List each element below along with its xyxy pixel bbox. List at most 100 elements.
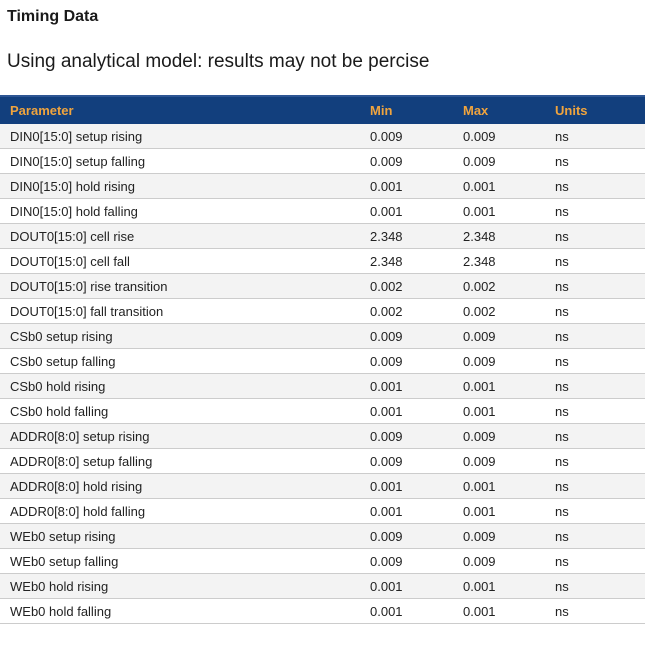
column-header-min: Min: [360, 95, 453, 124]
max-cell: 0.009: [453, 448, 545, 474]
report-header: Timing Data Using analytical model: resu…: [0, 8, 650, 73]
parameter-cell: DOUT0[15:0] rise transition: [0, 273, 360, 299]
min-cell: 0.009: [360, 323, 453, 349]
min-cell: 0.009: [360, 148, 453, 174]
table-row: CSb0 setup falling 0.009 0.009 ns: [0, 348, 645, 374]
table-row: WEb0 hold falling 0.001 0.001 ns: [0, 598, 645, 624]
page-subtitle: Using analytical model: results may not …: [7, 51, 430, 72]
table-row: WEb0 setup falling 0.009 0.009 ns: [0, 548, 645, 574]
table-row: WEb0 hold rising 0.001 0.001 ns: [0, 573, 645, 599]
column-header-parameter: Parameter: [0, 95, 360, 124]
parameter-cell: DIN0[15:0] setup rising: [0, 124, 360, 149]
units-cell: ns: [545, 148, 645, 174]
max-cell: 0.009: [453, 348, 545, 374]
table-row: DIN0[15:0] setup rising 0.009 0.009 ns: [0, 124, 645, 149]
max-cell: 0.002: [453, 298, 545, 324]
min-cell: 0.009: [360, 124, 453, 149]
table-row: ADDR0[8:0] setup rising 0.009 0.009 ns: [0, 423, 645, 449]
parameter-cell: CSb0 hold falling: [0, 398, 360, 424]
units-cell: ns: [545, 473, 645, 499]
units-cell: ns: [545, 298, 645, 324]
parameter-cell: CSb0 hold rising: [0, 373, 360, 399]
max-cell: 0.001: [453, 473, 545, 499]
min-cell: 0.001: [360, 173, 453, 199]
max-cell: 2.348: [453, 248, 545, 274]
units-cell: ns: [545, 523, 645, 549]
max-cell: 0.001: [453, 573, 545, 599]
min-cell: 0.001: [360, 498, 453, 524]
min-cell: 0.002: [360, 298, 453, 324]
max-cell: 0.001: [453, 198, 545, 224]
min-cell: 0.001: [360, 398, 453, 424]
max-cell: 0.009: [453, 148, 545, 174]
min-cell: 0.002: [360, 273, 453, 299]
min-cell: 0.009: [360, 548, 453, 574]
parameter-cell: CSb0 setup rising: [0, 323, 360, 349]
timing-data-table: Parameter Min Max Units DIN0[15:0] setup…: [0, 95, 645, 624]
units-cell: ns: [545, 173, 645, 199]
min-cell: 2.348: [360, 248, 453, 274]
units-cell: ns: [545, 273, 645, 299]
max-cell: 0.001: [453, 398, 545, 424]
max-cell: 0.009: [453, 124, 545, 149]
min-cell: 2.348: [360, 223, 453, 249]
max-cell: 0.001: [453, 173, 545, 199]
min-cell: 0.001: [360, 373, 453, 399]
table-row: DOUT0[15:0] cell rise 2.348 2.348 ns: [0, 223, 645, 249]
parameter-cell: DIN0[15:0] hold falling: [0, 198, 360, 224]
timing-table-header: Parameter Min Max Units: [0, 95, 645, 124]
units-cell: ns: [545, 598, 645, 624]
parameter-cell: DOUT0[15:0] cell fall: [0, 248, 360, 274]
timing-table-body: DIN0[15:0] setup rising 0.009 0.009 ns D…: [0, 124, 645, 624]
units-cell: ns: [545, 223, 645, 249]
header-row: Parameter Min Max Units: [0, 95, 645, 124]
max-cell: 0.001: [453, 373, 545, 399]
table-row: WEb0 setup rising 0.009 0.009 ns: [0, 523, 645, 549]
units-cell: ns: [545, 498, 645, 524]
parameter-cell: DOUT0[15:0] fall transition: [0, 298, 360, 324]
parameter-cell: WEb0 setup rising: [0, 523, 360, 549]
parameter-cell: DOUT0[15:0] cell rise: [0, 223, 360, 249]
table-row: DIN0[15:0] hold rising 0.001 0.001 ns: [0, 173, 645, 199]
parameter-cell: ADDR0[8:0] hold rising: [0, 473, 360, 499]
parameter-cell: ADDR0[8:0] setup rising: [0, 423, 360, 449]
max-cell: 2.348: [453, 223, 545, 249]
parameter-cell: WEb0 setup falling: [0, 548, 360, 574]
units-cell: ns: [545, 548, 645, 574]
units-cell: ns: [545, 124, 645, 149]
max-cell: 0.009: [453, 523, 545, 549]
min-cell: 0.009: [360, 523, 453, 549]
table-row: ADDR0[8:0] setup falling 0.009 0.009 ns: [0, 448, 645, 474]
max-cell: 0.002: [453, 273, 545, 299]
table-row: DOUT0[15:0] fall transition 0.002 0.002 …: [0, 298, 645, 324]
units-cell: ns: [545, 573, 645, 599]
units-cell: ns: [545, 448, 645, 474]
page-title: Timing Data: [7, 8, 99, 25]
min-cell: 0.001: [360, 198, 453, 224]
min-cell: 0.009: [360, 348, 453, 374]
parameter-cell: CSb0 setup falling: [0, 348, 360, 374]
min-cell: 0.001: [360, 473, 453, 499]
table-row: ADDR0[8:0] hold falling 0.001 0.001 ns: [0, 498, 645, 524]
table-row: DOUT0[15:0] rise transition 0.002 0.002 …: [0, 273, 645, 299]
table-row: DIN0[15:0] setup falling 0.009 0.009 ns: [0, 148, 645, 174]
table-row: CSb0 hold rising 0.001 0.001 ns: [0, 373, 645, 399]
units-cell: ns: [545, 348, 645, 374]
table-row: ADDR0[8:0] hold rising 0.001 0.001 ns: [0, 473, 645, 499]
units-cell: ns: [545, 323, 645, 349]
parameter-cell: DIN0[15:0] hold rising: [0, 173, 360, 199]
parameter-cell: WEb0 hold falling: [0, 598, 360, 624]
parameter-cell: ADDR0[8:0] setup falling: [0, 448, 360, 474]
table-row: DIN0[15:0] hold falling 0.001 0.001 ns: [0, 198, 645, 224]
max-cell: 0.001: [453, 598, 545, 624]
min-cell: 0.009: [360, 423, 453, 449]
min-cell: 0.001: [360, 573, 453, 599]
max-cell: 0.001: [453, 498, 545, 524]
table-row: DOUT0[15:0] cell fall 2.348 2.348 ns: [0, 248, 645, 274]
min-cell: 0.009: [360, 448, 453, 474]
parameter-cell: WEb0 hold rising: [0, 573, 360, 599]
parameter-cell: DIN0[15:0] setup falling: [0, 148, 360, 174]
column-header-units: Units: [545, 95, 645, 124]
table-row: CSb0 setup rising 0.009 0.009 ns: [0, 323, 645, 349]
units-cell: ns: [545, 248, 645, 274]
